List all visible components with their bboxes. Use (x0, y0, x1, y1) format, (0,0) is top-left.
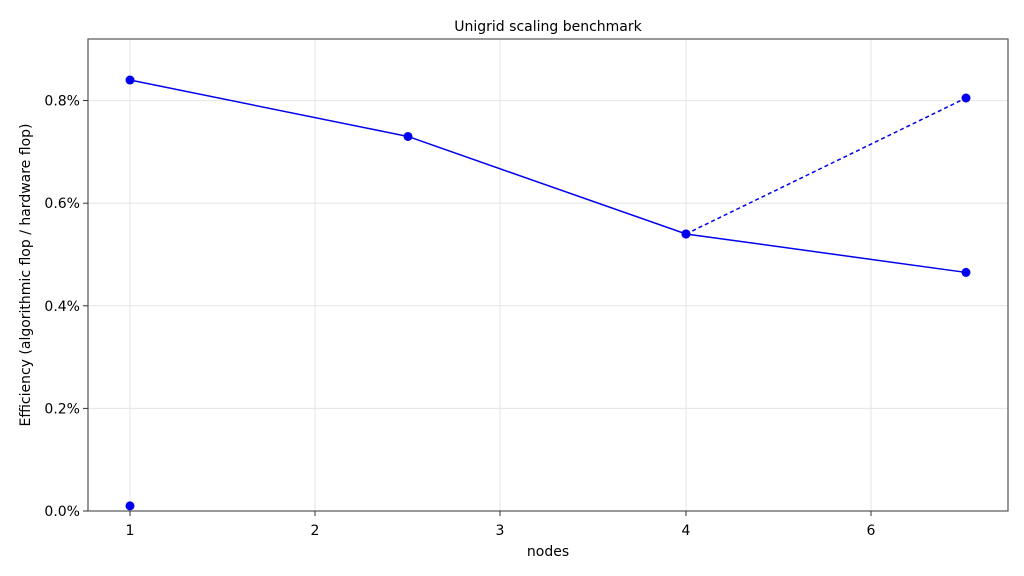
y-tick-label: 0.6% (44, 196, 80, 212)
data-point (125, 75, 135, 85)
y-axis-label: Efficiency (algorithmic flop / hardware … (18, 124, 34, 427)
chart-title: Unigrid scaling benchmark (454, 19, 642, 35)
x-tick-label: 4 (682, 523, 691, 539)
y-tick-label: 0.4% (44, 299, 80, 315)
data-point (403, 131, 413, 141)
x-tick-label: 3 (496, 523, 505, 539)
x-axis-label: nodes (527, 544, 569, 560)
data-point (961, 267, 971, 277)
plot-frame (87, 38, 1009, 512)
x-tick-label: 1 (126, 523, 135, 539)
tick-layer: 1 2 3 4 6 0.0% 0.2% 0.4% 0.6% 0.8% (44, 94, 875, 539)
data-point (961, 93, 971, 103)
y-tick-label: 0.0% (44, 504, 80, 520)
data-point (125, 501, 135, 511)
y-tick-label: 0.8% (44, 94, 80, 110)
series-line-solid (129, 79, 967, 274)
y-tick-label: 0.2% (44, 401, 80, 417)
x-tick-label: 2 (311, 523, 320, 539)
series-layer (125, 75, 971, 511)
grid-layer (88, 39, 1008, 512)
x-tick-label: 6 (867, 523, 876, 539)
series-line-dashed (685, 97, 967, 235)
data-point (681, 229, 691, 239)
